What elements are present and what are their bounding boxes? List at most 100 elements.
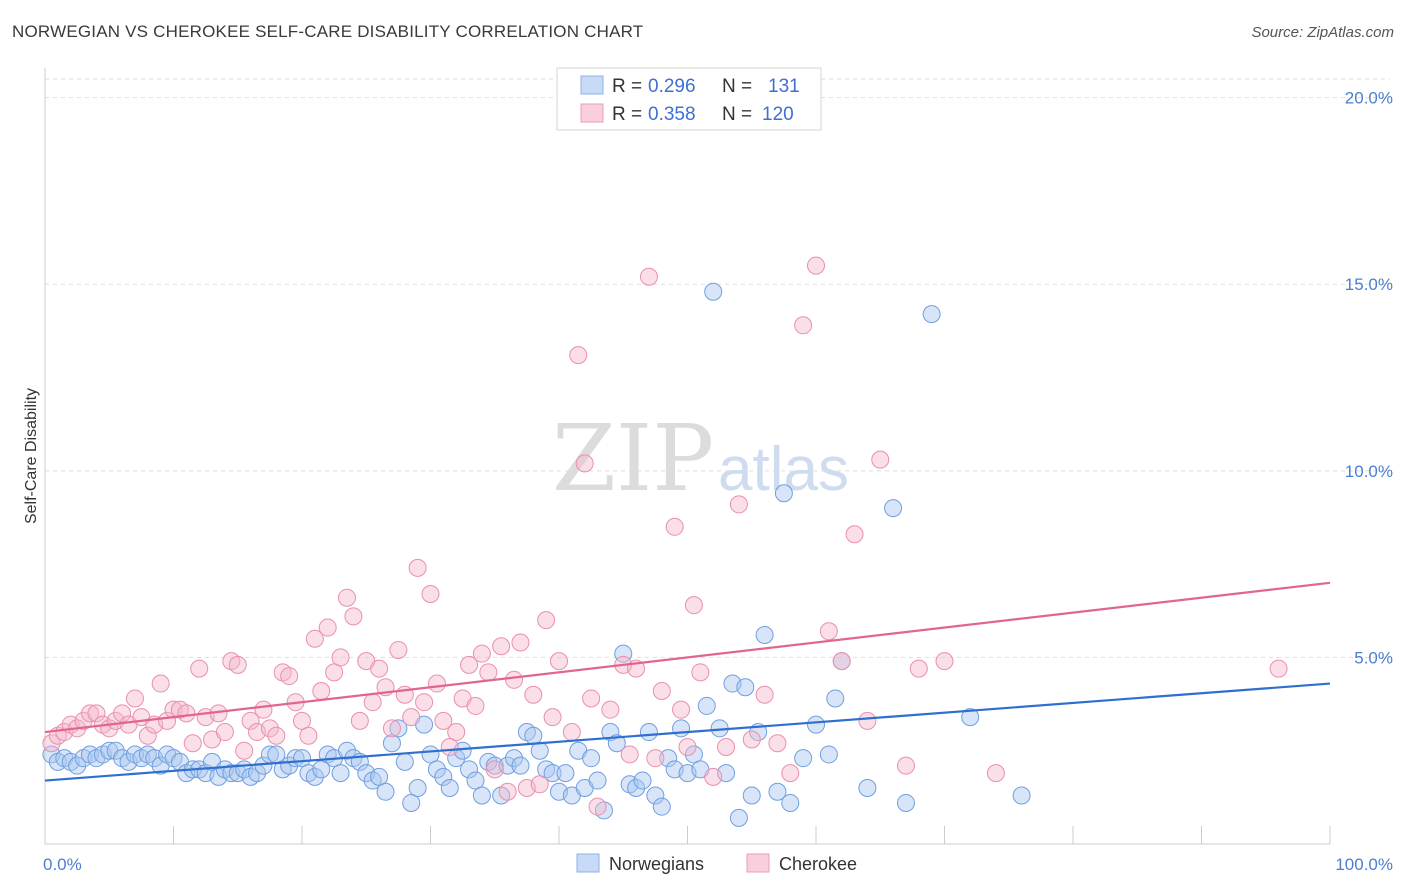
point-cherokee xyxy=(415,693,434,712)
point-cherokee xyxy=(524,685,543,704)
point-cherokee xyxy=(241,711,260,730)
point-cherokee xyxy=(125,689,144,708)
point-cherokee xyxy=(652,682,671,700)
point-cherokee xyxy=(389,640,408,659)
point-norwegians xyxy=(382,734,401,753)
point-cherokee xyxy=(434,711,453,730)
legend-box: R = 0.296 N = 131 R = 0.358 N = 120 xyxy=(556,67,822,131)
point-cherokee xyxy=(363,693,382,712)
point-cherokee xyxy=(215,723,234,742)
bottom-legend-swatch-cherokee xyxy=(746,853,770,873)
point-cherokee xyxy=(717,737,736,756)
point-cherokee xyxy=(408,558,427,577)
point-cherokee xyxy=(177,704,196,723)
trend-lines xyxy=(44,581,1331,782)
point-norwegians xyxy=(588,771,607,790)
point-cherokee xyxy=(293,711,311,730)
bottom-legend-norwegians: Norwegians xyxy=(609,854,704,874)
point-norwegians xyxy=(742,786,761,805)
point-norwegians xyxy=(389,719,408,738)
point-norwegians xyxy=(505,749,524,768)
point-cherokee xyxy=(402,708,421,727)
x-tick-label: 0.0% xyxy=(43,855,82,874)
axes xyxy=(44,68,1331,845)
point-norwegians xyxy=(305,767,324,786)
point-norwegians xyxy=(858,779,877,798)
point-cherokee xyxy=(87,704,106,723)
point-cherokee xyxy=(312,682,331,700)
point-cherokee xyxy=(190,659,209,678)
trend-line-cherokee xyxy=(44,581,1331,734)
point-norwegians xyxy=(896,793,915,812)
point-cherokee xyxy=(466,696,485,715)
watermark-zip: ZIP xyxy=(552,405,714,512)
point-cherokee xyxy=(280,667,299,686)
point-cherokee xyxy=(768,734,787,753)
chart-title: NORWEGIAN VS CHEROKEE SELF-CARE DISABILI… xyxy=(12,22,644,41)
point-norwegians xyxy=(543,764,562,783)
legend-n-value-2: 120 xyxy=(762,104,794,125)
point-cherokee xyxy=(729,495,748,514)
point-cherokee xyxy=(639,267,658,286)
point-norwegians xyxy=(826,689,845,708)
y-tick-label: 20.0% xyxy=(1345,89,1393,108)
point-cherokee xyxy=(871,450,890,469)
point-norwegians xyxy=(466,771,485,790)
point-norwegians xyxy=(434,767,453,786)
point-cherokee xyxy=(228,655,247,674)
point-norwegians xyxy=(511,756,530,775)
point-cherokee xyxy=(42,734,61,753)
point-norwegians xyxy=(684,745,703,764)
point-cherokee xyxy=(370,659,389,678)
point-norwegians xyxy=(460,760,479,779)
point-cherokee xyxy=(672,700,691,719)
point-cherokee xyxy=(260,719,279,738)
point-cherokee xyxy=(582,689,601,708)
point-norwegians xyxy=(402,793,421,812)
point-cherokee xyxy=(447,723,466,742)
bottom-legend-swatch-norwegians xyxy=(576,853,600,873)
point-cherokee xyxy=(543,708,562,727)
point-cherokee xyxy=(832,652,851,671)
point-cherokee xyxy=(620,745,639,764)
point-cherokee xyxy=(742,730,761,749)
point-cherokee xyxy=(935,652,954,671)
point-cherokee xyxy=(537,611,556,630)
point-cherokee xyxy=(794,316,813,335)
y-tick-label: 10.0% xyxy=(1345,462,1393,481)
point-cherokee xyxy=(530,775,549,794)
point-cherokee xyxy=(460,655,479,674)
y-axis-label: Self-Care Disability xyxy=(23,388,40,524)
point-norwegians xyxy=(607,734,626,753)
point-cherokee xyxy=(550,652,568,671)
point-cherokee xyxy=(235,741,254,760)
legend-r-label-1: R = xyxy=(612,76,642,97)
point-norwegians xyxy=(627,779,646,798)
point-norwegians xyxy=(337,741,356,760)
point-cherokee xyxy=(807,256,825,275)
point-cherokee xyxy=(704,767,723,786)
point-cherokee xyxy=(781,764,800,783)
point-norwegians xyxy=(781,793,800,812)
point-cherokee xyxy=(601,700,620,719)
watermark-atlas: atlas xyxy=(718,435,849,504)
point-norwegians xyxy=(485,756,504,775)
point-cherokee xyxy=(485,760,504,779)
point-cherokee xyxy=(344,607,363,626)
point-norwegians xyxy=(704,282,723,301)
point-norwegians xyxy=(736,678,755,697)
point-cherokee xyxy=(80,704,99,723)
legend-r-value-1: 0.296 xyxy=(648,76,696,97)
point-norwegians xyxy=(331,764,350,783)
point-norwegians xyxy=(472,786,491,805)
point-cherokee xyxy=(138,726,157,745)
point-norwegians xyxy=(922,305,941,324)
trend-line-norwegians xyxy=(44,682,1331,782)
point-cherokee xyxy=(325,663,344,682)
point-norwegians xyxy=(794,749,813,768)
point-cherokee xyxy=(665,517,684,536)
point-cherokee xyxy=(755,685,774,704)
point-cherokee xyxy=(382,719,401,738)
point-cherokee xyxy=(151,674,170,693)
